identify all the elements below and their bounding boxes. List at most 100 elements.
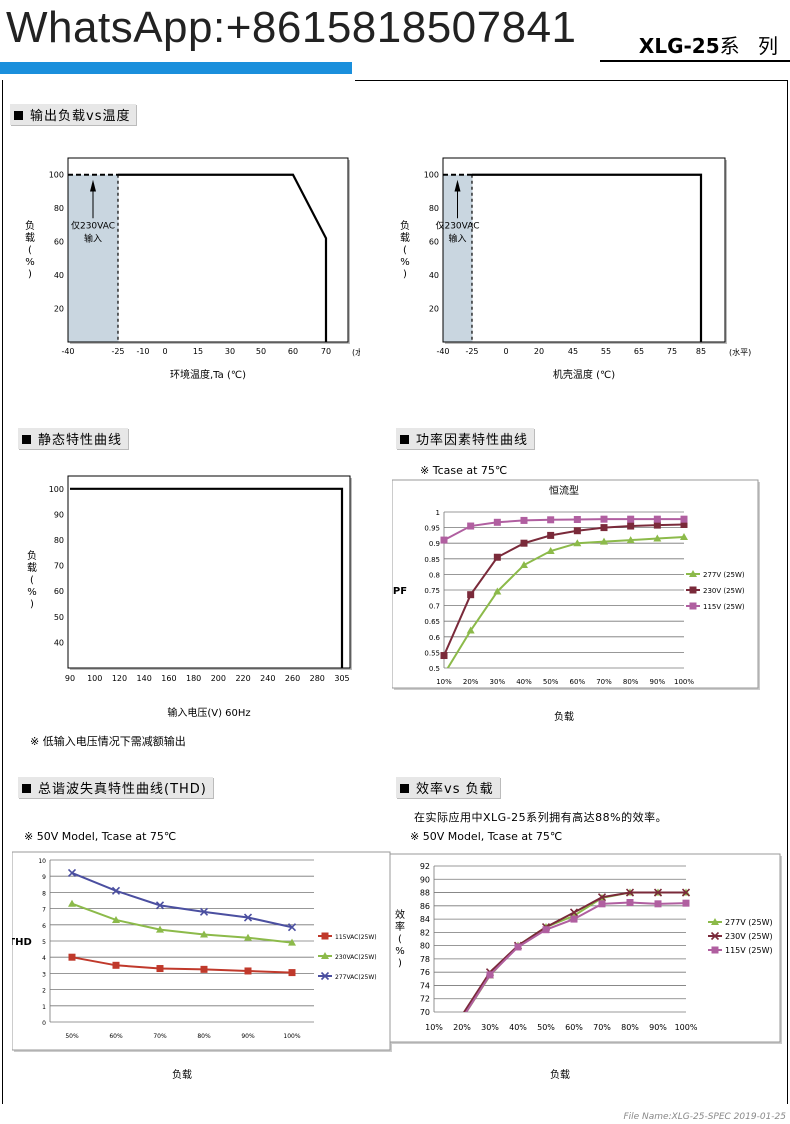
data-point-marker (68, 953, 76, 961)
page-frame-right (787, 80, 788, 1104)
y-axis-label: 负 (25, 219, 35, 232)
x-tick-label: 75 (667, 347, 677, 356)
pf-condition: ※ Tcase at 75℃ (420, 464, 508, 477)
data-point-marker (440, 536, 448, 544)
legend-marker (321, 952, 329, 959)
x-axis-label: 负载 (554, 710, 574, 723)
x-tick-label: 80% (197, 1033, 211, 1040)
x-tick-label: 180 (186, 674, 201, 683)
y-axis-label: ( (398, 934, 402, 945)
data-point-marker (569, 908, 579, 917)
x-tick-label: 100 (87, 674, 102, 683)
data-point-marker (467, 591, 475, 599)
section-title-text: 总谐波失真特性曲线(THD) (38, 782, 207, 797)
x-tick-label: 100% (674, 678, 694, 686)
series-word: 系 列 (719, 34, 784, 58)
data-point-marker (68, 899, 76, 907)
data-point-marker (112, 961, 120, 969)
y-tick-label: 8 (42, 890, 46, 897)
y-tick-label: 40 (54, 638, 64, 647)
y-tick-label: 80 (420, 942, 430, 951)
data-point-marker (680, 520, 688, 528)
data-point-marker (682, 899, 690, 907)
annotation-text: 输入 (84, 233, 102, 245)
data-point-marker (466, 626, 475, 634)
x-tick-label: 160 (161, 674, 176, 683)
y-tick-label: 1 (436, 509, 440, 517)
power-factor-chart: 恒流型0.50.550.60.650.70.750.80.850.90.9511… (392, 479, 760, 723)
x-tick-label: 80% (623, 678, 639, 686)
data-point-marker (626, 536, 635, 544)
data-point-marker (156, 965, 164, 973)
legend-label: 115VAC(25W) (335, 934, 377, 941)
y-axis-label: ) (398, 958, 402, 969)
bullet-square-icon (22, 435, 31, 444)
static-note: ※ 低输入电压情况下需减额输出 (30, 735, 186, 748)
x-tick-label: 100% (675, 1023, 698, 1032)
data-point-marker (520, 561, 528, 569)
y-tick-label: 0.7 (429, 603, 440, 611)
data-point-marker (542, 926, 550, 934)
legend-label: 277V (25W) (703, 571, 745, 579)
header-rule (600, 60, 790, 62)
legend-marker (710, 931, 720, 941)
y-tick-label: 20 (54, 305, 64, 314)
y-tick-label: 0.95 (424, 525, 440, 533)
y-tick-label: 5 (42, 939, 46, 946)
y-tick-label: 0.65 (424, 618, 440, 626)
y-tick-label: 9 (42, 874, 46, 881)
y-tick-label: 10 (38, 858, 46, 865)
section-title-text: 静态特性曲线 (38, 433, 123, 448)
x-tick-label: -40 (436, 347, 449, 356)
legend-marker (689, 586, 697, 594)
data-point-marker (547, 531, 555, 539)
data-point-marker (112, 915, 120, 923)
data-point-marker (493, 553, 501, 561)
y-axis-label: ( (30, 575, 34, 586)
x-tick-label: 100% (283, 1033, 300, 1040)
y-tick-label: 7 (42, 907, 46, 914)
y-tick-label: 0.6 (429, 634, 441, 642)
y-tick-label: 50 (54, 613, 64, 622)
y-axis-label: 负 (400, 219, 410, 232)
data-point-marker (680, 515, 688, 523)
section-title-derating: 输出负载vs温度 (10, 104, 137, 125)
y-tick-label: 92 (420, 862, 430, 871)
y-tick-label: 3 (42, 971, 46, 978)
x-tick-label: 50 (256, 347, 266, 356)
x-unit-label: (水平) (729, 347, 751, 357)
y-tick-label: 84 (420, 915, 430, 924)
data-point-marker (681, 888, 691, 897)
x-tick-label: 20 (534, 347, 544, 356)
x-tick-label: 70% (153, 1033, 167, 1040)
data-point-marker (653, 521, 661, 529)
annotation-text: 仅230VAC (71, 219, 115, 231)
x-tick-label: 70% (593, 1023, 611, 1032)
legend-marker (320, 971, 330, 981)
x-unit-label: (水平) (352, 347, 360, 357)
data-point-marker (440, 652, 448, 660)
x-tick-label: 90% (650, 678, 666, 686)
data-point-marker (654, 900, 662, 908)
x-tick-label: 50% (543, 678, 559, 686)
y-axis-label: 负 (27, 549, 37, 562)
derating-curve (118, 173, 328, 342)
y-axis-label: ) (28, 269, 32, 280)
y-tick-label: 82 (420, 928, 430, 937)
y-tick-label: 80 (429, 204, 439, 213)
series-line (71, 872, 293, 929)
data-point-marker (625, 888, 635, 897)
x-tick-label: -25 (111, 347, 124, 356)
up-arrow-head-icon (90, 179, 96, 192)
y-axis-label: 载 (27, 562, 37, 574)
data-point-marker (653, 515, 661, 523)
section-title-text: 功率因素特性曲线 (416, 433, 529, 448)
data-point-marker (514, 943, 522, 951)
x-tick-label: 120 (112, 674, 127, 683)
data-point-marker (547, 516, 555, 524)
legend-marker (689, 602, 697, 610)
y-tick-label: 0.85 (424, 556, 440, 564)
series-line (71, 902, 293, 944)
data-point-marker (600, 524, 608, 532)
y-tick-label: 70 (420, 1008, 430, 1017)
